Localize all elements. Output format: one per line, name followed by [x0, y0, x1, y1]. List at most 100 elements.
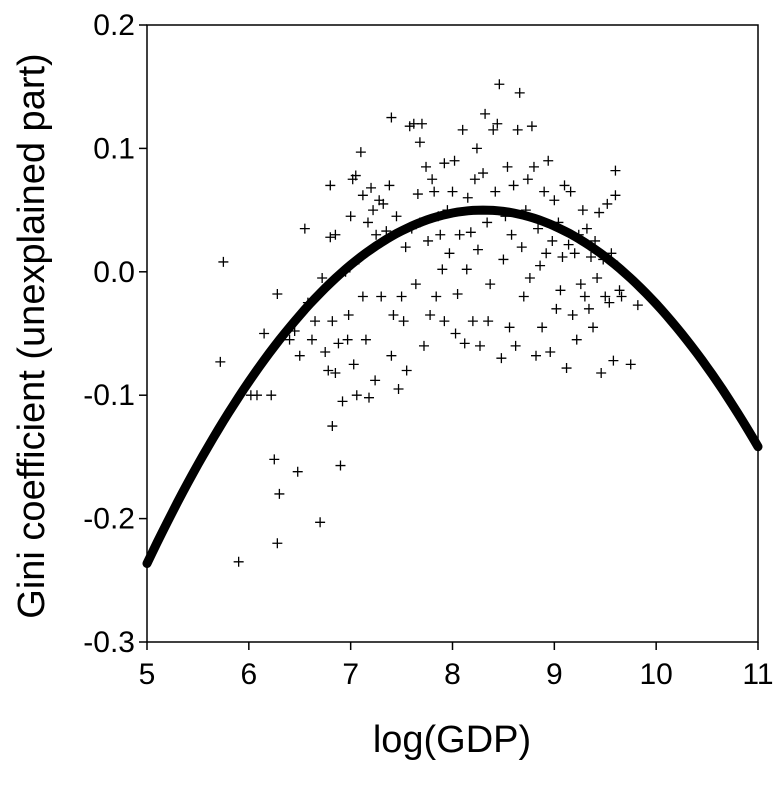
data-point — [537, 322, 548, 333]
data-point — [306, 334, 317, 345]
data-point — [610, 165, 621, 176]
data-point — [386, 350, 397, 361]
data-point — [292, 466, 303, 477]
data-point — [348, 359, 359, 370]
data-point — [516, 242, 527, 253]
data-point — [357, 190, 368, 201]
data-point — [496, 353, 507, 364]
data-point — [567, 309, 578, 320]
data-point — [450, 328, 461, 339]
data-point — [412, 189, 423, 200]
data-point — [427, 174, 438, 185]
data-point — [632, 300, 643, 311]
data-point — [218, 256, 229, 267]
data-point — [467, 316, 478, 327]
data-point — [378, 198, 389, 209]
y-tick-label: -0.1 — [83, 379, 135, 412]
data-point — [474, 340, 485, 351]
data-point — [439, 158, 450, 169]
data-point — [592, 272, 603, 283]
data-point — [215, 356, 226, 367]
data-point — [469, 174, 480, 185]
data-point — [418, 340, 429, 351]
data-point — [514, 87, 525, 98]
data-point — [391, 211, 402, 222]
data-point — [317, 272, 328, 283]
data-point — [454, 229, 465, 240]
data-point — [555, 285, 566, 296]
data-point — [543, 155, 554, 166]
data-point — [581, 223, 592, 234]
data-point — [325, 180, 336, 191]
data-point — [366, 182, 377, 193]
data-point — [439, 316, 450, 327]
data-point — [571, 334, 582, 345]
data-point — [233, 556, 244, 567]
data-point — [384, 180, 395, 191]
data-point — [330, 229, 341, 240]
data-point — [547, 235, 558, 246]
data-point — [462, 192, 473, 203]
data-point — [471, 143, 482, 154]
data-point — [610, 190, 621, 201]
y-tick-label: 0.2 — [93, 9, 135, 42]
data-point — [447, 186, 458, 197]
data-point — [343, 309, 354, 320]
data-point — [370, 375, 381, 386]
x-tick-label: 6 — [240, 658, 257, 691]
data-point — [579, 291, 590, 302]
data-point — [327, 421, 338, 432]
x-tick-label: 8 — [444, 658, 461, 691]
data-point — [259, 328, 270, 339]
data-point — [388, 309, 399, 320]
data-point — [490, 186, 501, 197]
data-point — [533, 223, 544, 234]
data-point — [522, 174, 533, 185]
data-point — [355, 147, 366, 158]
data-point — [351, 390, 362, 401]
data-point — [541, 248, 552, 259]
data-point — [616, 291, 627, 302]
x-tick-label: 11 — [742, 658, 773, 691]
data-point — [396, 291, 407, 302]
data-point — [583, 303, 594, 314]
data-point — [274, 488, 285, 499]
data-point — [350, 170, 361, 181]
data-point — [376, 291, 387, 302]
data-point — [368, 205, 379, 216]
data-point — [561, 363, 572, 374]
data-point — [482, 217, 493, 228]
y-tick-label: -0.3 — [83, 626, 135, 659]
data-point — [483, 316, 494, 327]
data-point — [421, 161, 432, 172]
data-point — [608, 355, 619, 366]
x-axis-label: log(GDP) — [373, 719, 531, 761]
data-point — [423, 235, 434, 246]
data-point — [559, 180, 570, 191]
data-point — [494, 79, 505, 90]
data-point — [472, 244, 483, 255]
data-point — [371, 229, 382, 240]
data-point — [393, 384, 404, 395]
data-point — [518, 291, 529, 302]
data-point — [585, 251, 596, 262]
data-point — [299, 223, 310, 234]
data-point — [563, 239, 574, 250]
data-point — [437, 264, 448, 275]
data-point — [345, 211, 356, 222]
data-point — [386, 112, 397, 123]
data-point — [327, 316, 338, 327]
data-point — [330, 367, 341, 378]
data-point — [449, 155, 460, 166]
data-point — [531, 350, 542, 361]
data-point — [272, 289, 283, 300]
data-point — [502, 161, 513, 172]
data-point — [510, 340, 521, 351]
data-point — [575, 279, 586, 290]
y-tick-label: -0.2 — [83, 503, 135, 536]
data-point — [488, 124, 499, 135]
data-point — [549, 195, 560, 206]
data-point — [315, 517, 326, 528]
data-point — [600, 291, 611, 302]
data-point — [565, 186, 576, 197]
